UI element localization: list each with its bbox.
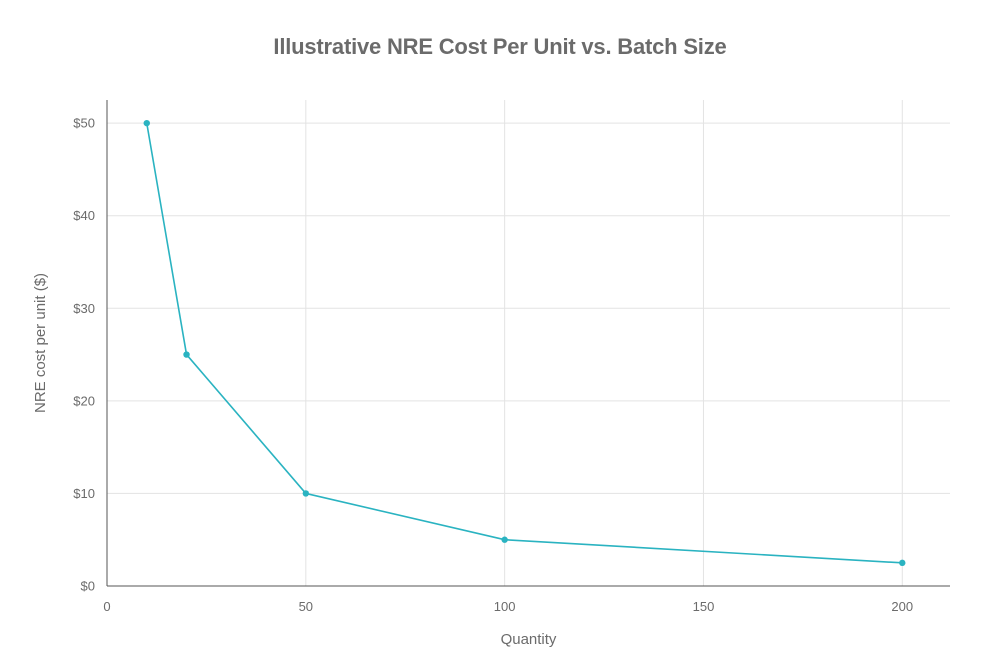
y-axis-label: NRE cost per unit ($)	[32, 273, 49, 413]
data-point	[143, 119, 150, 127]
series-group	[143, 119, 906, 567]
y-tick-labels: $0 $10 $20 $30 $40 $50	[73, 116, 95, 594]
y-tick-label: $50	[73, 116, 95, 131]
data-point	[899, 559, 906, 567]
y-tick-label: $30	[73, 301, 95, 316]
x-tick-label: 200	[891, 599, 913, 614]
series-line	[145, 123, 903, 564]
y-tick-label: $0	[81, 579, 95, 594]
x-tick-label: 0	[103, 599, 110, 614]
data-point	[302, 490, 310, 497]
x-tick-label: 150	[693, 599, 715, 614]
data-point	[501, 536, 508, 543]
x-tick-label: 100	[494, 599, 516, 614]
x-axis-label: Quantity	[501, 631, 557, 648]
y-gridlines	[107, 122, 950, 494]
y-tick-label: $20	[73, 393, 95, 408]
chart-title: Illustrative NRE Cost Per Unit vs. Batch…	[273, 34, 727, 59]
data-point	[183, 351, 190, 358]
x-gridlines	[305, 100, 903, 586]
x-tick-label: 50	[299, 599, 313, 614]
y-tick-label: $10	[73, 486, 95, 501]
y-tick-label: $40	[73, 208, 95, 223]
x-tick-labels: 0 50 100 150 200	[103, 599, 913, 614]
